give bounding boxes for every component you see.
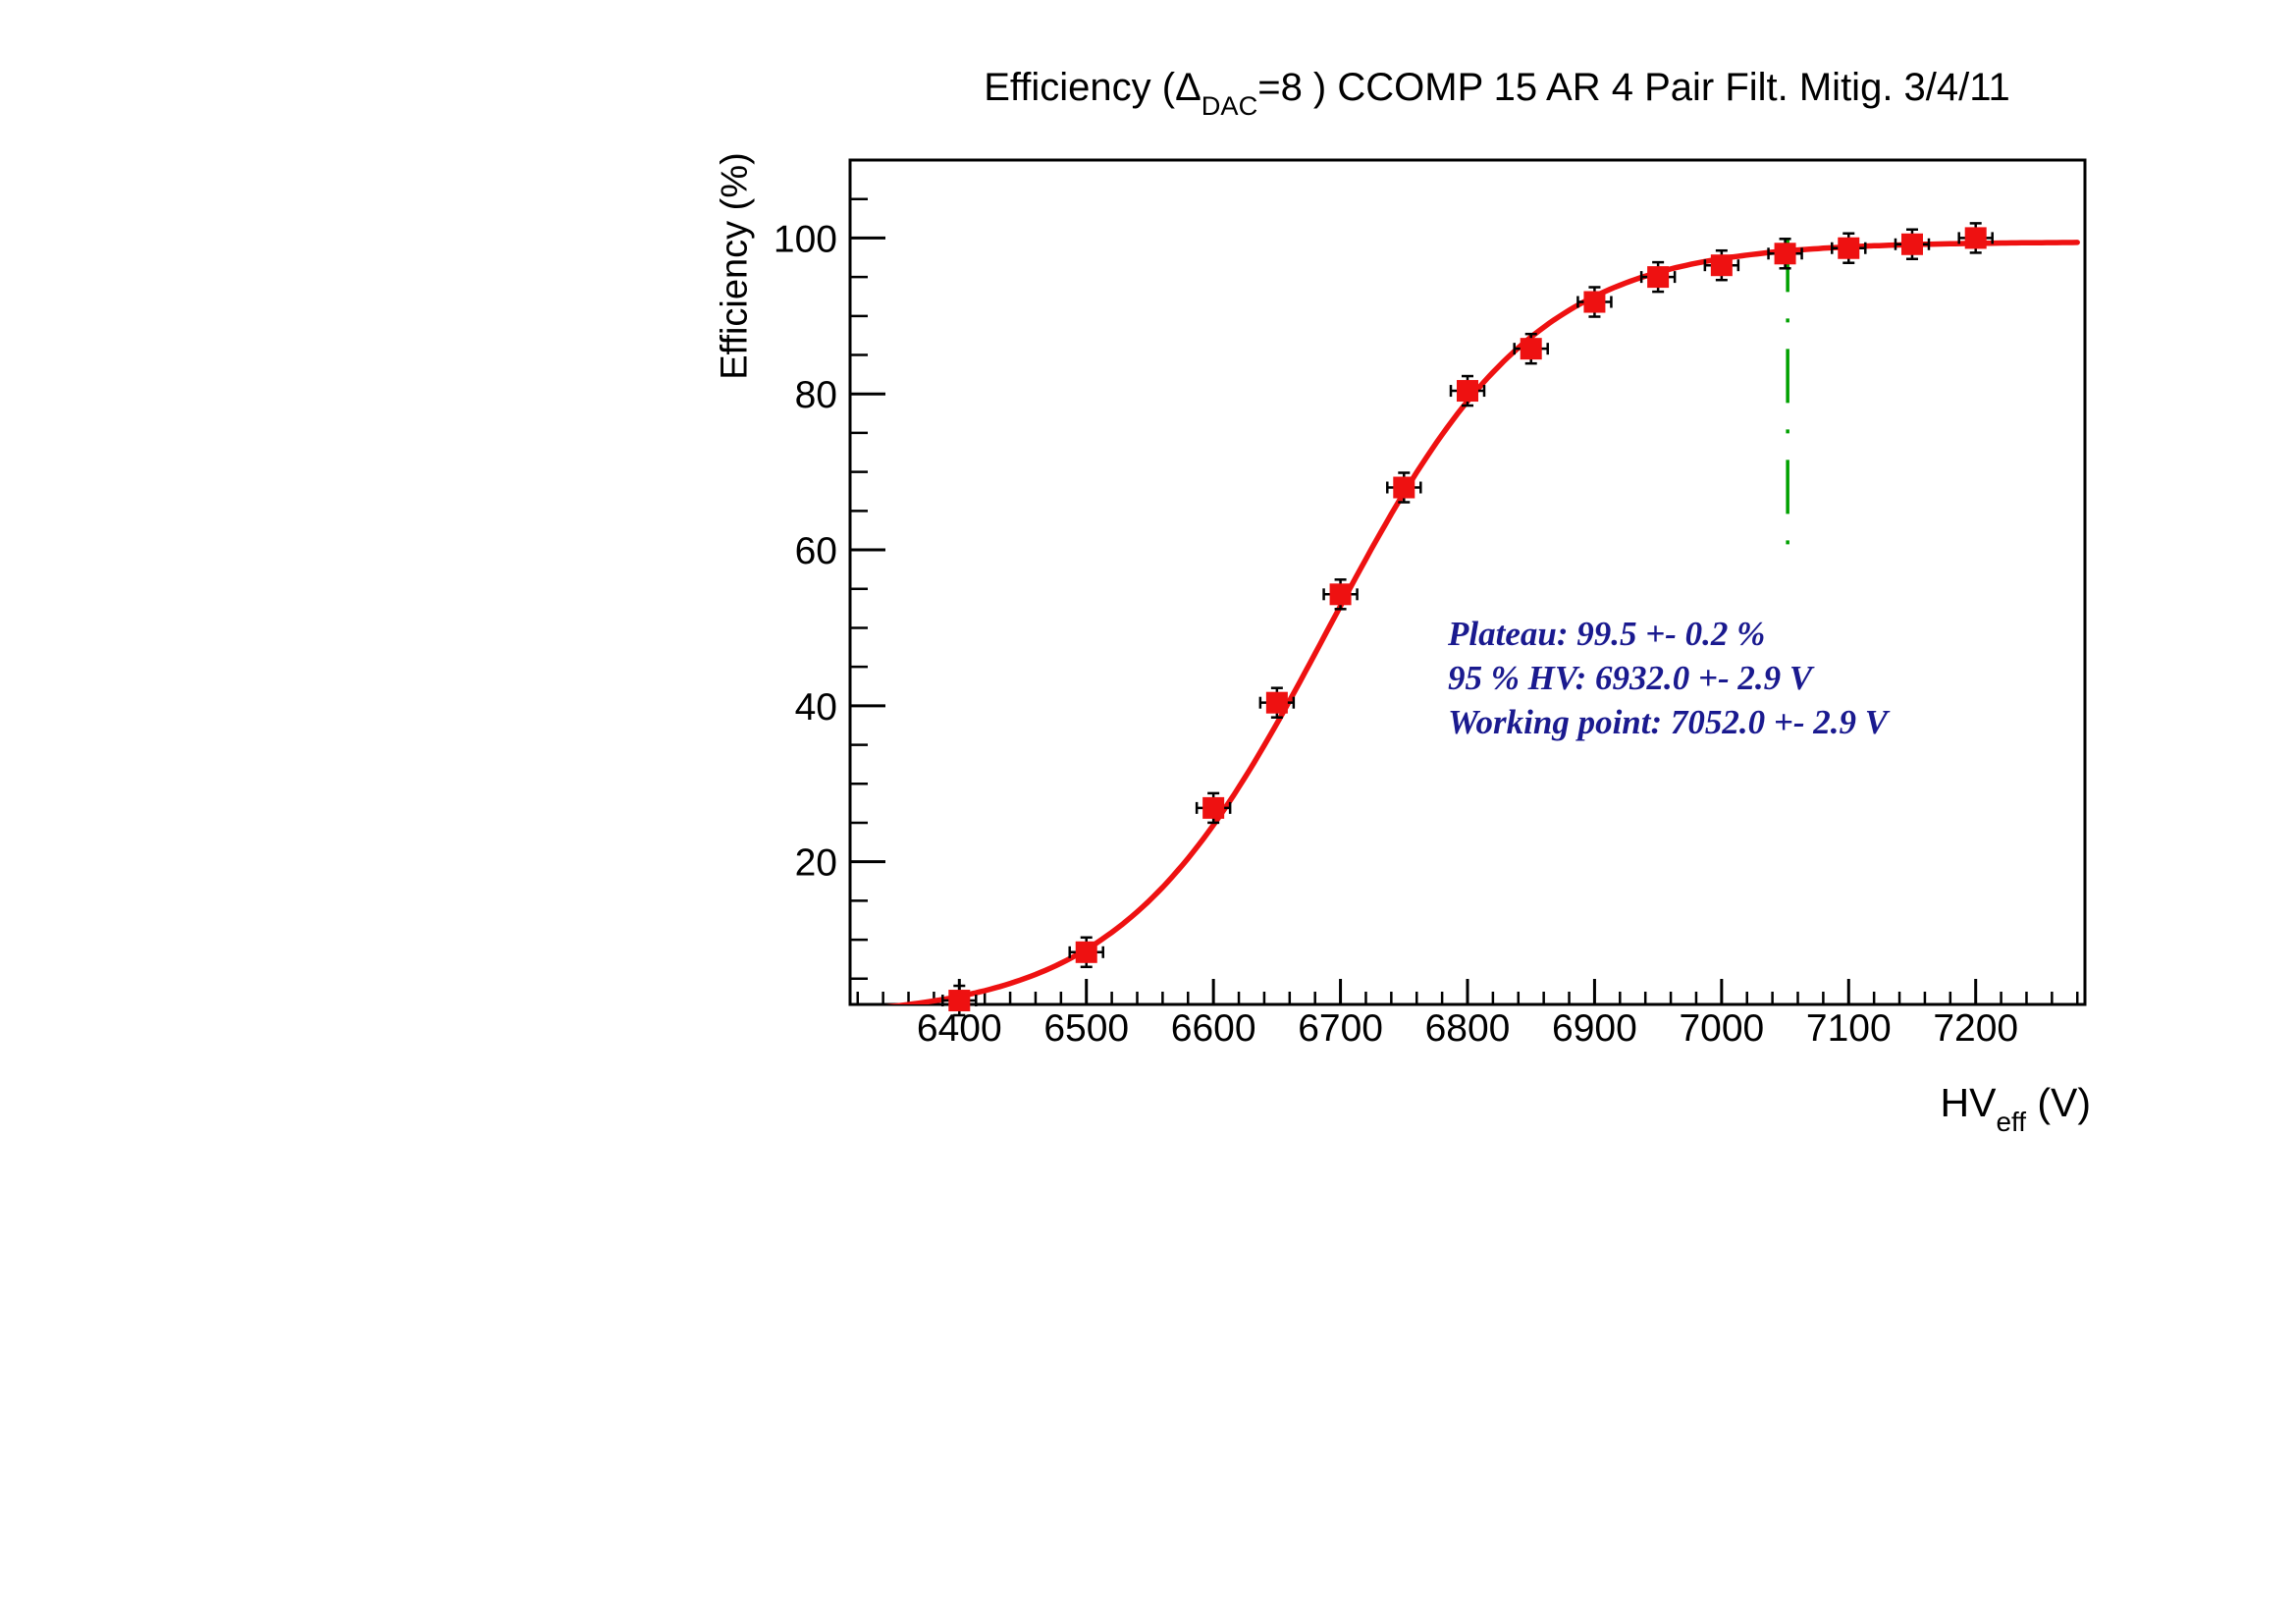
x-tick-label: 6600 <box>1171 1007 1256 1050</box>
x-tick-label: 6700 <box>1298 1007 1383 1050</box>
data-point-marker <box>1457 380 1478 403</box>
data-point-marker <box>1265 691 1288 714</box>
data-point-marker <box>1900 233 1923 255</box>
data-point-marker <box>1520 338 1542 360</box>
data-point-marker <box>1393 476 1415 499</box>
x-axis-title-prefix: HV <box>1940 1080 1997 1125</box>
data-point-marker <box>1964 227 1987 249</box>
data-point <box>1639 260 1677 294</box>
data-point-marker <box>1583 291 1606 313</box>
hv95-result-line: 95 % HV: 6932.0 +- 2.9 V <box>1448 659 1813 697</box>
data-point <box>1386 471 1422 504</box>
data-point-marker <box>1647 266 1670 289</box>
data-point <box>1831 232 1867 264</box>
data-point-marker <box>1838 237 1860 259</box>
data-point <box>1767 238 1803 270</box>
data-point <box>1322 578 1359 611</box>
y-tick-label: 20 <box>795 842 837 885</box>
x-axis-title-suffix: (V) <box>2025 1080 2091 1125</box>
y-tick-label: 40 <box>795 686 837 729</box>
x-tick-label: 6800 <box>1425 1007 1511 1050</box>
plot-area: 6400 6500 6600 6700 6800 6900 7000 7100 72002040… <box>774 158 2087 1050</box>
x-tick-label: 7100 <box>1806 1007 1892 1050</box>
axis-frame <box>848 158 2087 1006</box>
x-axis-title: HVeff (V) <box>1669 1080 2091 1136</box>
data-point-marker <box>1075 941 1097 963</box>
x-tick-label: 6500 <box>1043 1007 1129 1050</box>
x-tick-label: 6900 <box>1552 1007 1637 1050</box>
plateau-result-line: Plateau: 99.5 +- 0.2 % <box>1448 615 1766 653</box>
working-point-result-line: Working point: 7052.0 +- 2.9 V <box>1448 703 1889 741</box>
y-tick-label: 80 <box>795 374 837 416</box>
data-point <box>1576 286 1613 318</box>
x-axis-title-subscript: eff <box>1996 1107 2026 1138</box>
data-point-marker <box>1774 243 1796 265</box>
data-point <box>1513 332 1549 365</box>
x-tick-label: 7200 <box>1933 1007 2018 1050</box>
data-point <box>941 984 978 1017</box>
chart-title: Efficiency (ΔDAC=8 ) CCOMP 15 AR 4 Pair … <box>859 66 2135 119</box>
data-point <box>1703 248 1740 282</box>
chart-title-subscript: DAC <box>1201 89 1258 121</box>
data-point <box>1068 936 1104 969</box>
data-point-marker <box>1329 583 1352 606</box>
data-point <box>1195 791 1232 825</box>
chart-title-prefix: Efficiency (Δ <box>984 66 1201 109</box>
chart-title-suffix: =8 ) CCOMP 15 AR 4 Pair Filt. Mitig. 3/4… <box>1257 66 2010 109</box>
y-tick-label: 100 <box>774 218 837 260</box>
data-point <box>1258 686 1296 719</box>
data-point-marker <box>1710 254 1733 277</box>
x-tick-label: 7000 <box>1679 1007 1764 1050</box>
data-point <box>1957 222 1994 254</box>
y-tick-label: 60 <box>795 530 837 572</box>
data-point <box>1894 228 1931 261</box>
data-point <box>1449 374 1486 407</box>
data-point-marker <box>948 990 971 1012</box>
fit-results-text: Plateau: 99.5 +- 0.2 % 95 % HV: 6932.0 +… <box>1448 612 1888 744</box>
data-point-marker <box>1202 796 1225 819</box>
